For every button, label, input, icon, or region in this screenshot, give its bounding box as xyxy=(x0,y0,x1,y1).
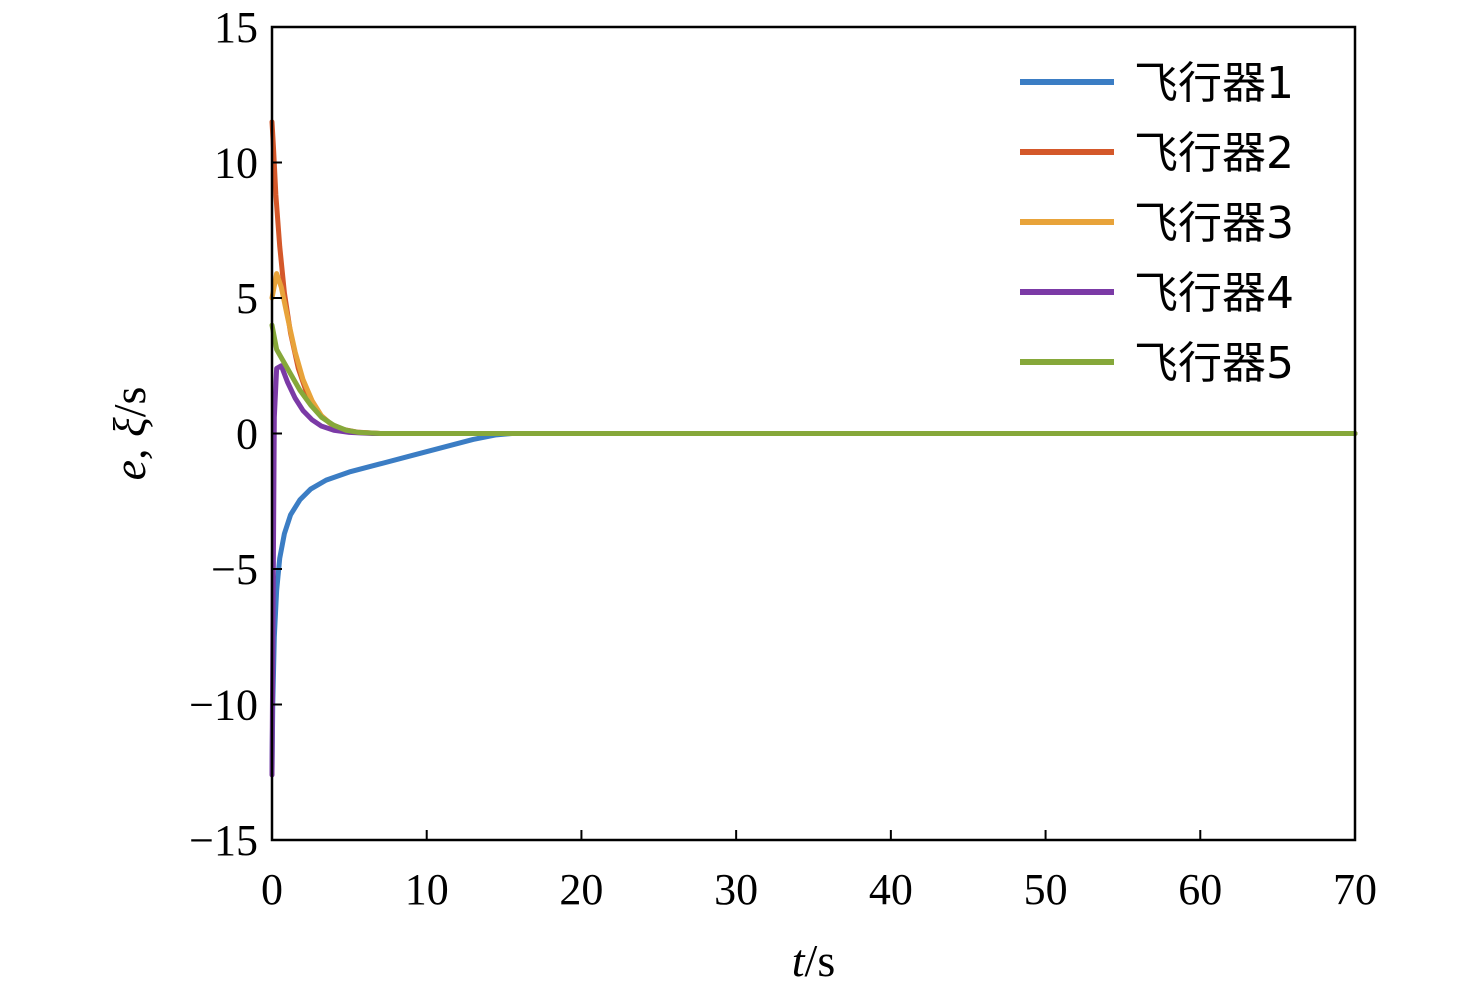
y-axis-label-unit: /s xyxy=(104,387,155,418)
x-tick-label: 20 xyxy=(559,865,603,914)
x-tick-label: 10 xyxy=(405,865,449,914)
legend-label-2: 飞行器2 xyxy=(1134,128,1294,179)
series-line-1 xyxy=(269,431,1358,775)
x-tick-label: 0 xyxy=(261,865,283,914)
series-line-5 xyxy=(269,322,1358,436)
x-axis-ticks: 0 10 20 30 40 50 60 70 xyxy=(261,830,1377,914)
x-tick-label: 60 xyxy=(1178,865,1222,914)
y-axis-label-var: e, ξ xyxy=(104,417,155,480)
y-tick-label: −10 xyxy=(189,681,258,730)
y-tick-label: 5 xyxy=(236,274,258,323)
y-tick-label: 10 xyxy=(214,139,258,188)
legend: 飞行器1 飞行器2 飞行器3 飞行器4 飞行器5 xyxy=(1020,58,1294,389)
series-line-4 xyxy=(269,363,1358,778)
y-axis-label: e, ξ/s xyxy=(104,387,155,481)
legend-label-1: 飞行器1 xyxy=(1134,58,1294,109)
y-tick-label: −15 xyxy=(189,816,258,865)
x-axis-label-var: t xyxy=(792,935,806,986)
y-tick-label: −5 xyxy=(211,545,258,594)
legend-label-4: 飞行器4 xyxy=(1134,268,1294,319)
x-tick-label: 30 xyxy=(714,865,758,914)
x-axis-label: t/s xyxy=(792,935,835,986)
x-tick-label: 40 xyxy=(869,865,913,914)
y-tick-label: 0 xyxy=(236,410,258,459)
y-tick-label: 15 xyxy=(214,3,258,52)
legend-label-3: 飞行器3 xyxy=(1134,198,1294,249)
x-tick-label: 70 xyxy=(1333,865,1377,914)
legend-label-5: 飞行器5 xyxy=(1134,338,1294,389)
x-axis-label-unit: /s xyxy=(805,935,836,986)
y-axis-ticks: 15 10 5 0 −5 −10 −15 xyxy=(189,3,282,865)
series-layer xyxy=(269,119,1358,778)
x-tick-label: 50 xyxy=(1024,865,1068,914)
